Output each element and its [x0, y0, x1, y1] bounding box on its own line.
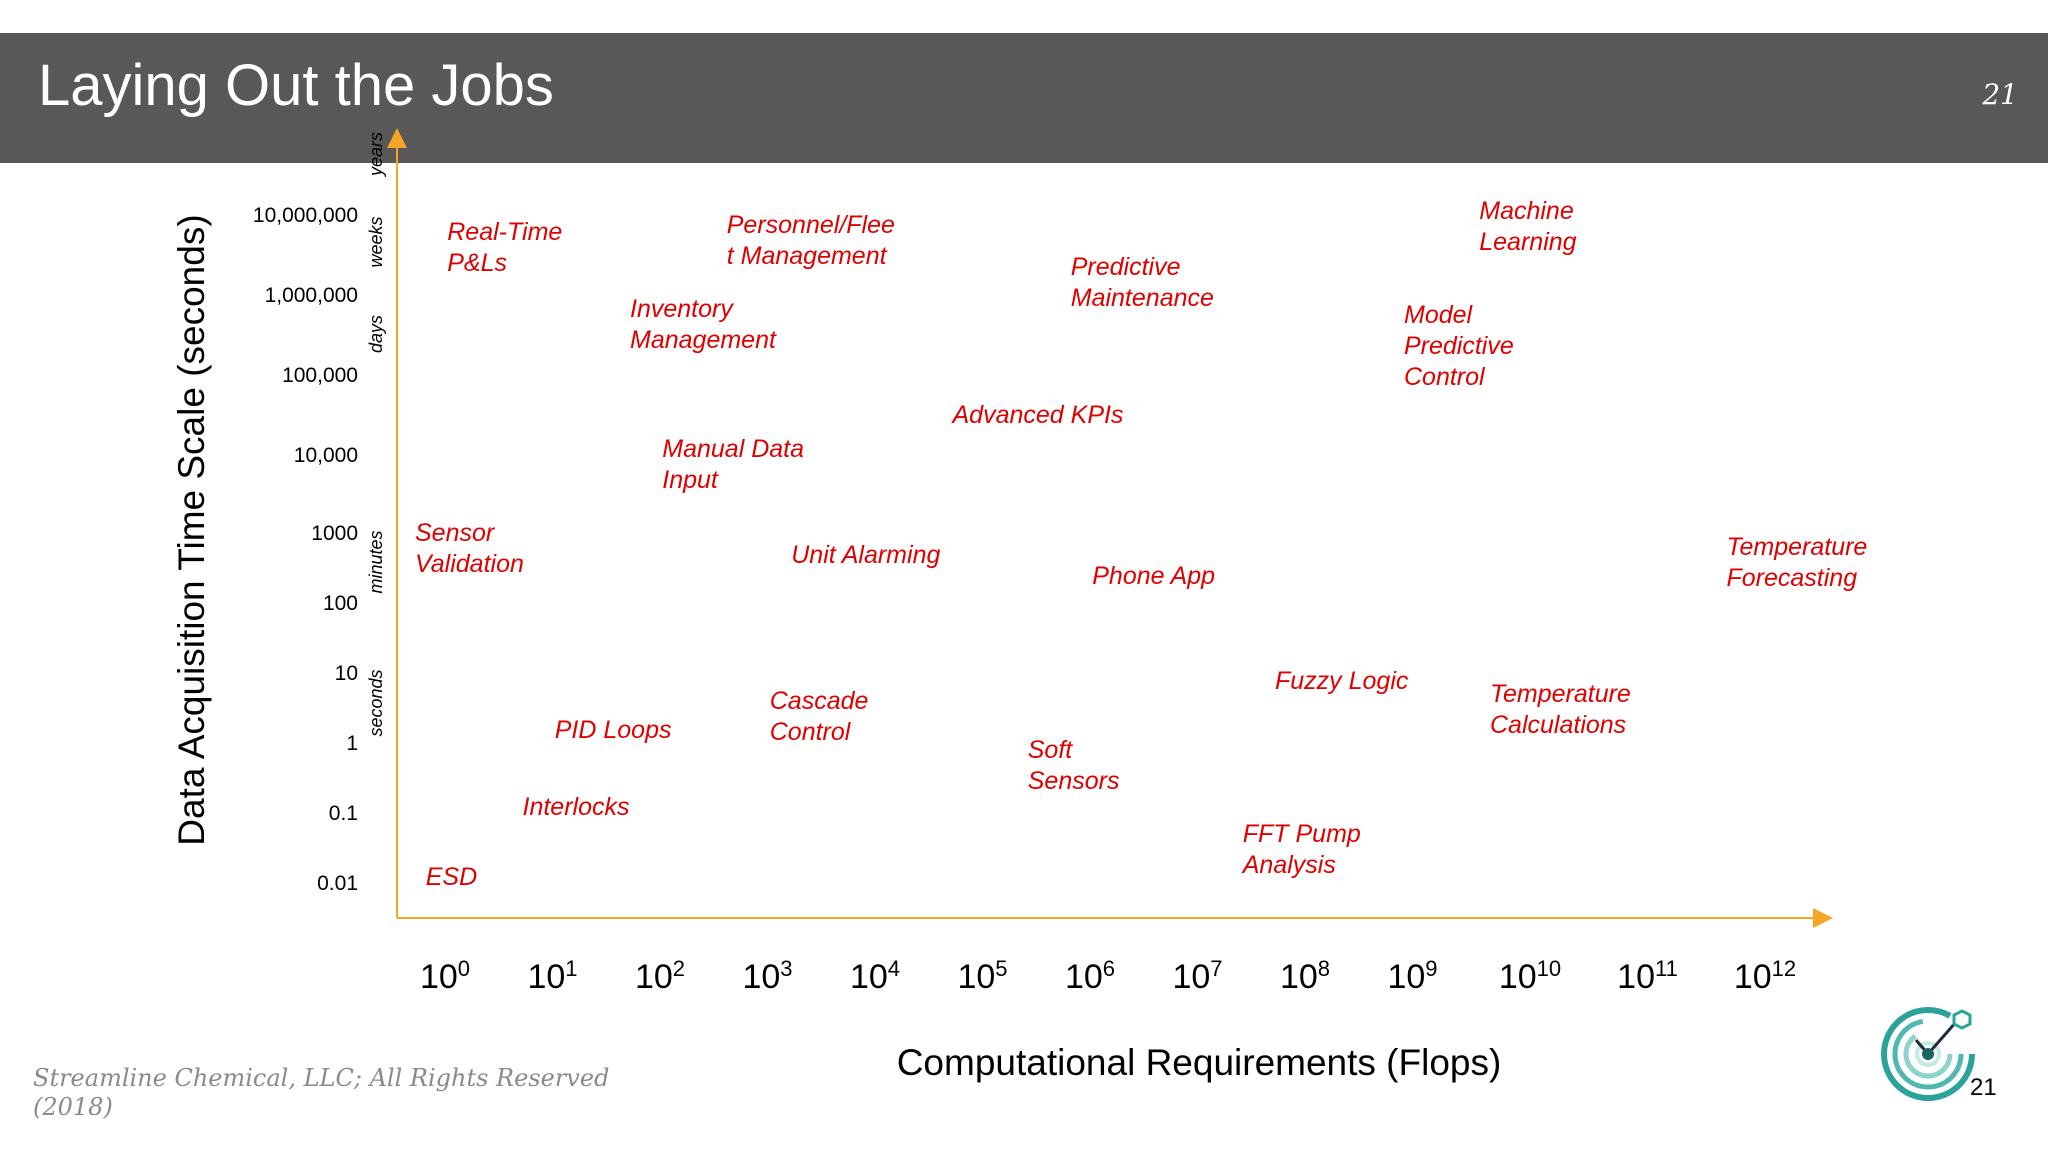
y-tick-label: 10,000 — [294, 444, 358, 467]
footer-page-number: 21 — [1970, 1074, 1997, 1101]
y-tick-label: 100,000 — [282, 364, 358, 387]
x-tick-label: 104 — [850, 956, 900, 996]
y-time-unit-label: weeks — [366, 216, 386, 267]
y-tick-label: 1,000,000 — [265, 284, 358, 307]
y-tick-label: 10,000,000 — [253, 204, 358, 227]
y-axis-title: Data Acquisition Time Scale (seconds) — [171, 214, 212, 846]
job-point-label: Manual Data Input — [662, 435, 804, 494]
y-tick-label: 10 — [335, 662, 358, 685]
job-point-label: Real-Time P&Ls — [447, 218, 562, 277]
job-point-label: Interlocks — [523, 793, 630, 821]
x-tick-label: 1011 — [1617, 956, 1678, 996]
x-tick-label: 1010 — [1499, 956, 1561, 996]
slide-title: Laying Out the Jobs — [38, 53, 554, 118]
y-tick-label: 1000 — [311, 522, 358, 545]
job-point-label: Personnel/Flee t Management — [727, 211, 895, 270]
x-tick-label: 107 — [1172, 956, 1222, 996]
header-page-number: 21 — [1982, 78, 2018, 111]
y-time-unit-label: seconds — [366, 669, 386, 736]
job-point-label: Predictive Maintenance — [1071, 253, 1214, 312]
y-tick-label: 0.1 — [329, 802, 358, 825]
y-time-unit-label: minutes — [366, 530, 386, 593]
job-point-label: Cascade Control — [770, 687, 869, 746]
x-tick-label: 101 — [527, 956, 577, 996]
job-point-label: Unit Alarming — [791, 541, 940, 569]
job-point-label: PID Loops — [555, 716, 672, 744]
x-tick-label: 1012 — [1734, 956, 1796, 996]
x-tick-label: 109 — [1387, 956, 1437, 996]
copyright-credit: Streamline Chemical, LLC; All Rights Res… — [33, 1064, 673, 1122]
job-point-label: FFT Pump Analysis — [1241, 820, 1361, 879]
job-point-label: Soft Sensors — [1028, 736, 1120, 795]
y-tick-label: 1 — [346, 732, 358, 755]
x-axis-title: Computational Requirements (Flops) — [896, 1042, 1502, 1083]
x-tick-label: 102 — [635, 956, 685, 996]
y-tick-label: 0.01 — [317, 872, 358, 895]
job-point-label: Phone App — [1092, 562, 1215, 590]
job-point-label: Machine Learning — [1479, 197, 1576, 256]
x-tick-label: 105 — [957, 956, 1007, 996]
job-point-label: Sensor Validation — [415, 519, 524, 578]
job-point-label: Fuzzy Logic — [1275, 667, 1409, 695]
x-tick-label: 106 — [1065, 956, 1115, 996]
title-bar — [0, 33, 2048, 163]
job-point-label: Model Predictive Control — [1404, 301, 1514, 391]
x-tick-label: 100 — [420, 956, 470, 996]
streamline-logo-icon — [1881, 1007, 1975, 1101]
job-point-label: ESD — [426, 863, 477, 891]
credit-line-2: (2018) — [33, 1093, 113, 1121]
job-point-label: Temperature Calculations — [1490, 680, 1631, 739]
x-tick-label: 108 — [1280, 956, 1330, 996]
y-time-unit-label: years — [366, 132, 386, 178]
y-time-unit-label: days — [366, 315, 386, 353]
x-tick-label: 103 — [742, 956, 792, 996]
job-point-label: Temperature Forecasting — [1727, 533, 1868, 592]
job-point-label: Advanced KPIs — [951, 401, 1124, 429]
job-point-label: Inventory Management — [630, 295, 777, 354]
credit-line-1: Streamline Chemical, LLC; All Rights Res… — [33, 1064, 610, 1092]
y-tick-label: 100 — [323, 592, 358, 615]
